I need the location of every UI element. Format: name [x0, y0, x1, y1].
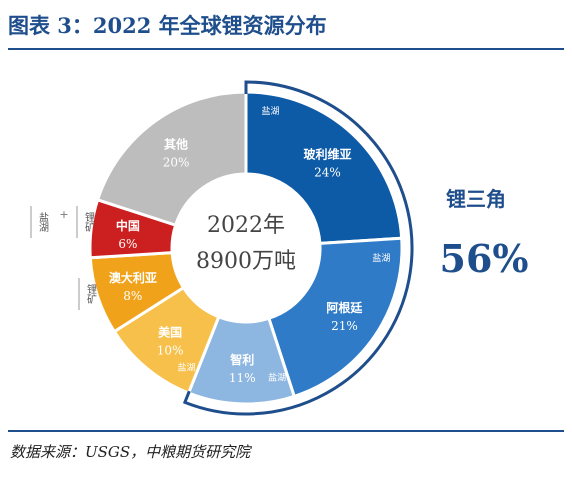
- australia-ore-tag: 锂矿: [85, 284, 97, 305]
- callout-label: 锂三角: [446, 187, 506, 211]
- china-brine-tag: 盐湖: [37, 211, 49, 233]
- slice-value-usa: 10%: [157, 344, 184, 358]
- china-side-labels: 盐湖 + 锂矿: [30, 206, 95, 238]
- slice-value-chile: 11%: [229, 371, 256, 385]
- page-title: 图表 3：2022 年全球锂资源分布: [8, 13, 327, 38]
- slice-argentina: [266, 236, 404, 399]
- callout-value: 56%: [440, 236, 529, 281]
- slice-name-bolivia: 玻利维亚: [303, 146, 351, 161]
- slice-value-argentina: 21%: [331, 319, 358, 333]
- china-ore-tag: 锂矿: [83, 212, 95, 233]
- slice-value-bolivia: 24%: [314, 165, 341, 179]
- footer-divider: [8, 430, 564, 432]
- slice-name-argentina: 阿根廷: [326, 300, 363, 315]
- slice-other: [95, 90, 248, 228]
- lithium-triangle-bracket: [182, 80, 414, 416]
- header-divider: [8, 48, 564, 50]
- slice-name-chile: 智利: [229, 352, 254, 367]
- slice-name-china: 中国: [116, 218, 140, 233]
- slice-tag-bolivia: 盐湖: [261, 105, 279, 117]
- slice-name-usa: 美国: [158, 325, 182, 340]
- slice-bolivia: [244, 90, 404, 245]
- slice-name-australia: 澳大利亚: [109, 270, 157, 285]
- slice-value-other: 20%: [163, 156, 190, 170]
- slice-value-australia: 8%: [123, 289, 142, 303]
- australia-side-label: 锂矿: [78, 278, 97, 310]
- china-plus-sign: +: [59, 208, 68, 221]
- source-note: 数据来源：USGS，中粮期货研究院: [10, 443, 251, 461]
- center-total: 8900万吨: [196, 249, 296, 274]
- slice-tag-argentina: 盐湖: [372, 252, 390, 264]
- slice-name-other: 其他: [164, 137, 188, 152]
- slice-value-china: 6%: [118, 237, 137, 251]
- slice-tag-usa: 盐湖: [178, 361, 196, 373]
- slice-tag-chile: 盐湖: [268, 371, 286, 383]
- center-year: 2022年: [207, 213, 285, 238]
